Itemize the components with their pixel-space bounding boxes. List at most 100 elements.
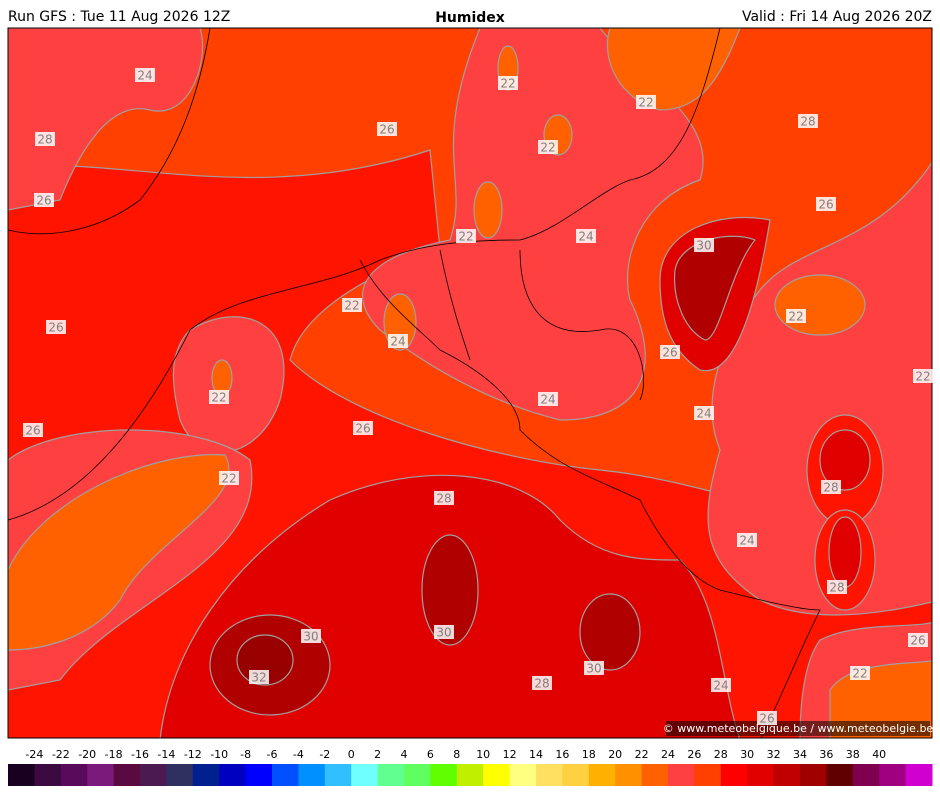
contour-label-box bbox=[636, 95, 656, 109]
colorbar-tick-label: 4 bbox=[401, 748, 408, 761]
color-swatch bbox=[668, 764, 695, 786]
contour-label: 24 bbox=[713, 679, 728, 693]
contour-label-box bbox=[434, 625, 454, 639]
contour-label: 22 bbox=[500, 77, 515, 91]
contour-label-box bbox=[584, 661, 604, 675]
region bbox=[774, 274, 866, 336]
contour-label: 24 bbox=[696, 407, 711, 421]
contour-label: 28 bbox=[800, 115, 815, 129]
colorbar-tick-label: -10 bbox=[210, 748, 228, 761]
color-swatch bbox=[456, 764, 484, 786]
colorbar-tick-label: 34 bbox=[793, 748, 807, 761]
contour-label: 22 bbox=[458, 230, 473, 244]
contour-label: 30 bbox=[696, 239, 711, 253]
colorbar-tick-label: 6 bbox=[427, 748, 434, 761]
contour-label: 26 bbox=[25, 424, 40, 438]
contour-label-box bbox=[660, 345, 680, 359]
contour-label-box bbox=[913, 369, 933, 383]
contour-label: 26 bbox=[818, 198, 833, 212]
contour-label-box bbox=[827, 580, 847, 594]
contour-label-box bbox=[908, 633, 928, 647]
colorbar-tick-label: -4 bbox=[293, 748, 304, 761]
contour-label: 22 bbox=[788, 310, 803, 324]
contour-label: 22 bbox=[915, 370, 930, 384]
contour-label-box bbox=[456, 229, 476, 243]
contour-label: 32 bbox=[251, 671, 266, 685]
colorbar-tick-label: -24 bbox=[25, 748, 43, 761]
contour-label-box bbox=[434, 491, 454, 505]
color-swatch bbox=[747, 764, 775, 786]
contour-label-box bbox=[711, 678, 731, 692]
contour-label: 22 bbox=[344, 299, 359, 313]
colorbar-tick-label: 10 bbox=[476, 748, 490, 761]
contour-label: 28 bbox=[823, 481, 838, 495]
color-swatch bbox=[140, 764, 167, 786]
color-swatch bbox=[430, 764, 458, 786]
colorbar-tick-label: 16 bbox=[555, 748, 569, 761]
color-swatch bbox=[34, 764, 62, 786]
contour-label-box bbox=[821, 480, 841, 494]
contour-label-box bbox=[353, 421, 373, 435]
contour-label-box bbox=[576, 229, 596, 243]
color-swatch bbox=[641, 764, 669, 786]
contour-labels: 24 28 26 22 22 28 22 26 26 22 24 30 22 26 24 22 26 22 22 24… bbox=[23, 68, 933, 726]
color-swatch bbox=[800, 764, 827, 786]
color-swatch bbox=[562, 764, 590, 786]
contour-label-box bbox=[301, 629, 321, 643]
region bbox=[579, 593, 641, 671]
color-swatch bbox=[509, 764, 537, 786]
colorbar-tick-label: -22 bbox=[52, 748, 70, 761]
contour-label-box bbox=[850, 666, 870, 680]
colorbar-tick-label: 18 bbox=[582, 748, 596, 761]
colorbar-tick-label: -18 bbox=[105, 748, 123, 761]
contour-label-box bbox=[249, 670, 269, 684]
contour-label: 30 bbox=[436, 626, 451, 640]
coastline bbox=[8, 28, 721, 521]
contour-label-box bbox=[342, 298, 362, 312]
contour-label-box bbox=[219, 471, 239, 485]
region bbox=[819, 429, 871, 491]
colorbar-tick-label: 24 bbox=[661, 748, 675, 761]
contour-label: 26 bbox=[355, 422, 370, 436]
color-swatch bbox=[404, 764, 431, 786]
contour-label-box bbox=[532, 676, 552, 690]
color-swatch bbox=[694, 764, 722, 786]
region bbox=[8, 454, 230, 651]
contour-label-box bbox=[737, 533, 757, 547]
map-title: Humidex bbox=[435, 10, 505, 26]
colorbar-tick-label: 32 bbox=[767, 748, 781, 761]
contour-label-box bbox=[694, 238, 714, 252]
contour-label: 26 bbox=[910, 634, 925, 648]
color-swatch bbox=[8, 764, 35, 786]
contour-label: 22 bbox=[540, 141, 555, 155]
colorbar-tick-label: -12 bbox=[184, 748, 202, 761]
color-swatch bbox=[536, 764, 563, 786]
contour-label-box bbox=[46, 320, 66, 334]
color-swatch bbox=[324, 764, 352, 786]
contour-label: 24 bbox=[390, 335, 405, 349]
contour-label: 22 bbox=[852, 667, 867, 681]
colorbar-tick-label: -20 bbox=[78, 748, 96, 761]
contour-label-box bbox=[209, 390, 229, 404]
color-swatch bbox=[113, 764, 141, 786]
colorbar-tick-label: 22 bbox=[635, 748, 649, 761]
color-swatch bbox=[166, 764, 194, 786]
region bbox=[829, 660, 932, 738]
contour-label: 28 bbox=[534, 677, 549, 691]
contour-label-box bbox=[377, 122, 397, 136]
color-swatch bbox=[879, 764, 907, 786]
contour-label: 22 bbox=[221, 472, 236, 486]
contour-label: 26 bbox=[36, 194, 51, 208]
contour-label: 26 bbox=[662, 346, 677, 360]
color-swatch bbox=[377, 764, 405, 786]
color-swatch bbox=[852, 764, 880, 786]
colorbar-tick-label: 40 bbox=[872, 748, 886, 761]
valid-label: Valid : Fri 14 Aug 2026 20Z bbox=[742, 9, 932, 25]
colorbar-tick-label: 36 bbox=[819, 748, 833, 761]
color-swatch bbox=[588, 764, 616, 786]
colorbar-tick-label: -14 bbox=[157, 748, 175, 761]
color-swatch bbox=[192, 764, 220, 786]
colorbar-tick-label: 38 bbox=[846, 748, 860, 761]
colorbar-tick-label: 12 bbox=[503, 748, 517, 761]
